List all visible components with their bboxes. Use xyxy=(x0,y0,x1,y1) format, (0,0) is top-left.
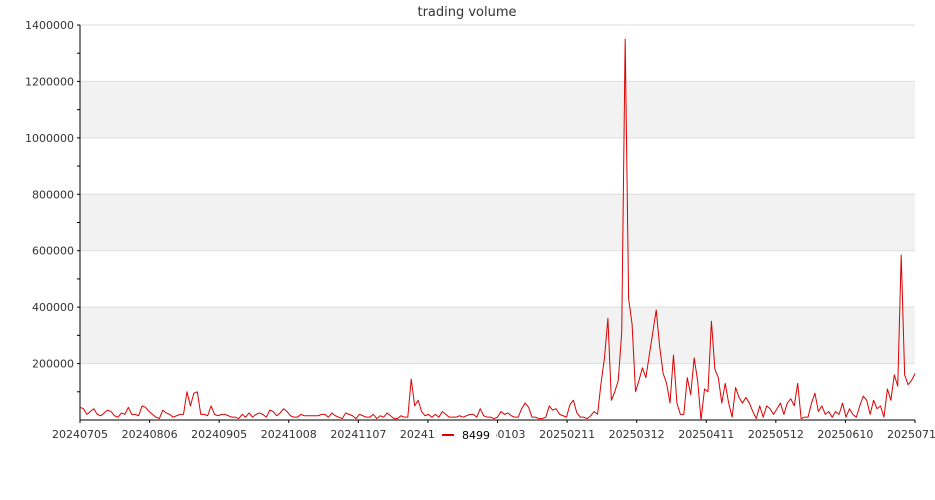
background-bands xyxy=(80,81,915,364)
y-tick-label: 800000 xyxy=(32,188,74,201)
legend-box xyxy=(436,428,496,441)
series-line xyxy=(79,38,916,421)
legend-label: 8499 xyxy=(462,429,490,442)
chart-title: trading volume xyxy=(417,5,516,20)
y-axis: 200000 400000 600000 800000 1000000 1200000 14… xyxy=(25,19,81,420)
legend: 8499 xyxy=(436,428,496,442)
y-tick-label: 1000000 xyxy=(25,132,74,145)
x-tick-label: 20250512 xyxy=(748,428,804,441)
y-tick-label: 1200000 xyxy=(25,75,74,88)
background-band xyxy=(80,307,915,364)
y-tick-label: 200000 xyxy=(32,358,74,371)
x-tick-label: 20250610 xyxy=(817,428,873,441)
y-tick-label: 1400000 xyxy=(25,19,74,32)
x-tick-label: 20241107 xyxy=(330,428,386,441)
y-tick-label: 600000 xyxy=(32,245,74,258)
grid-lines xyxy=(80,24,915,365)
x-tick-label: 20240806 xyxy=(122,428,178,441)
x-tick-label: 20241008 xyxy=(261,428,317,441)
background-band xyxy=(80,81,915,138)
x-tick-label: 20240705 xyxy=(52,428,108,441)
x-tick-label: 20250312 xyxy=(609,428,665,441)
x-tick-label: 20250411 xyxy=(678,428,734,441)
y-tick-label: 400000 xyxy=(32,301,74,314)
series-layer xyxy=(79,38,916,421)
x-tick-label: 20250211 xyxy=(539,428,595,441)
x-tick-label: 20250710 xyxy=(887,428,935,441)
x-tick-label: 20240905 xyxy=(191,428,247,441)
background-band xyxy=(80,194,915,251)
